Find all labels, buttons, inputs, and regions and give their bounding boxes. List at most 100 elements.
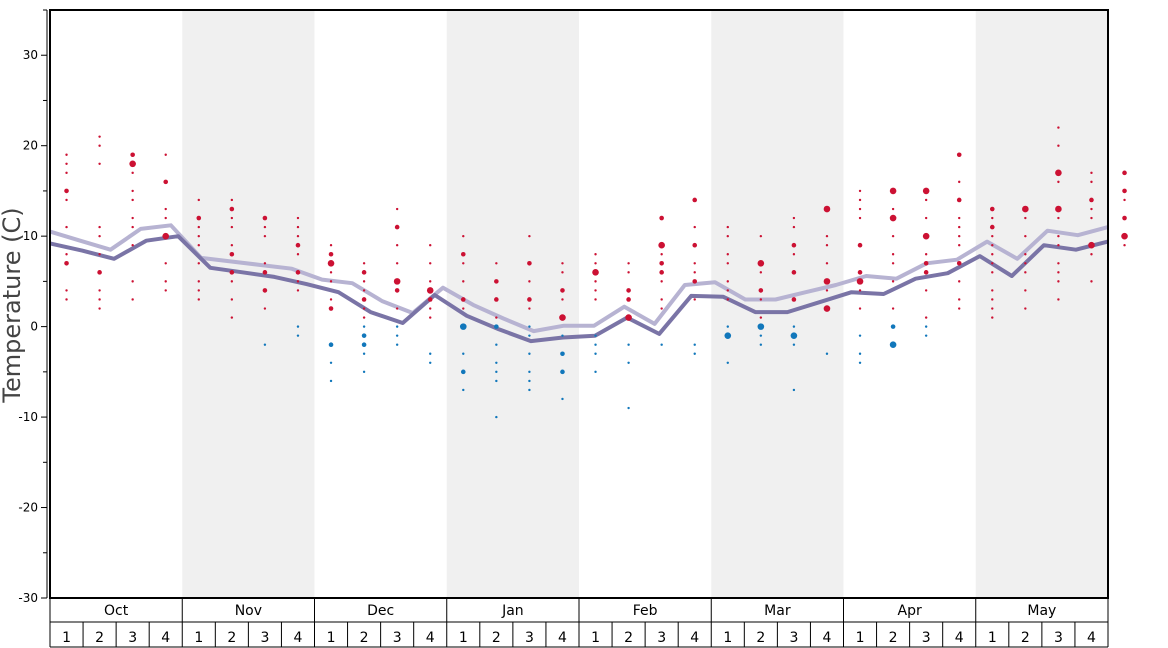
data-point [991, 298, 994, 301]
week-label: 1 [856, 630, 865, 646]
data-point [659, 215, 664, 221]
week-label: 1 [723, 630, 732, 646]
data-point [395, 262, 399, 265]
data-point [528, 280, 531, 283]
data-point [627, 262, 630, 265]
data-point [1090, 207, 1093, 211]
data-point [693, 352, 696, 355]
data-point [131, 198, 134, 202]
data-point [692, 279, 698, 284]
data-point [627, 406, 630, 410]
data-point [395, 334, 399, 337]
data-point [230, 280, 234, 283]
data-point [891, 234, 895, 238]
data-point [625, 314, 632, 321]
data-point [495, 370, 498, 374]
data-point [561, 298, 564, 301]
data-point [792, 325, 796, 328]
month-shading [182, 10, 1108, 598]
data-point [791, 242, 797, 248]
week-label: 4 [426, 630, 435, 646]
data-point [528, 352, 531, 355]
data-point [560, 351, 565, 357]
data-point [462, 280, 465, 283]
data-point [495, 361, 498, 364]
data-point [825, 262, 829, 265]
data-point [229, 270, 235, 275]
data-point [989, 206, 995, 212]
data-point [1057, 180, 1060, 184]
data-point [528, 388, 531, 392]
data-point [594, 280, 597, 283]
data-point [65, 162, 68, 165]
data-point [362, 262, 366, 265]
data-point [858, 352, 862, 355]
data-point [594, 253, 597, 256]
data-point [393, 278, 401, 285]
data-point [956, 260, 962, 266]
data-point [1024, 262, 1027, 265]
data-point [230, 298, 234, 301]
data-point [724, 332, 732, 339]
data-point [891, 262, 895, 265]
week-label: 3 [260, 630, 269, 646]
data-point [693, 271, 696, 274]
week-label: 3 [525, 630, 534, 646]
month-label: Nov [235, 603, 262, 619]
data-point [759, 343, 763, 346]
data-point [594, 343, 597, 346]
data-point [296, 334, 300, 337]
y-tick-label: 20 [23, 139, 38, 153]
data-point [792, 253, 796, 256]
data-point [1057, 144, 1060, 147]
data-point [329, 280, 333, 283]
data-point [197, 198, 200, 202]
data-point [395, 307, 399, 310]
data-point [891, 307, 895, 310]
data-point [1122, 170, 1127, 176]
week-label: 4 [558, 630, 567, 646]
data-point [823, 205, 831, 213]
week-label: 3 [128, 630, 137, 646]
month-label: Feb [633, 603, 658, 619]
data-point [65, 225, 68, 229]
data-point [162, 232, 170, 240]
data-point [429, 316, 432, 319]
data-point [98, 225, 101, 229]
data-point [429, 262, 432, 265]
data-point [1024, 289, 1027, 292]
data-point [726, 325, 729, 328]
data-point [1057, 280, 1060, 283]
data-point [1057, 244, 1060, 247]
data-point [792, 343, 796, 346]
data-point [131, 244, 134, 247]
data-point [958, 298, 961, 301]
data-point [263, 234, 267, 238]
data-point [858, 216, 862, 220]
data-point [460, 297, 466, 302]
week-label: 2 [227, 630, 236, 646]
data-point [98, 253, 101, 256]
month-shade-nov [182, 10, 315, 598]
data-point [229, 206, 235, 212]
data-point [296, 234, 300, 238]
data-point [263, 225, 267, 229]
week-label: 4 [294, 630, 303, 646]
data-point [328, 306, 334, 311]
data-point [495, 343, 498, 346]
data-point [197, 234, 200, 238]
data-point [924, 289, 928, 292]
data-point [1090, 171, 1093, 175]
data-point [759, 234, 763, 238]
data-point [1122, 215, 1127, 221]
data-point [494, 324, 499, 329]
data-point [460, 251, 466, 257]
data-point [991, 307, 994, 310]
data-point [923, 260, 929, 266]
data-point [361, 297, 367, 302]
data-point [528, 334, 531, 337]
trend-lines [49, 223, 1109, 344]
trend-line-dark [49, 234, 1109, 344]
data-point [329, 298, 333, 301]
week-label: 2 [360, 630, 369, 646]
